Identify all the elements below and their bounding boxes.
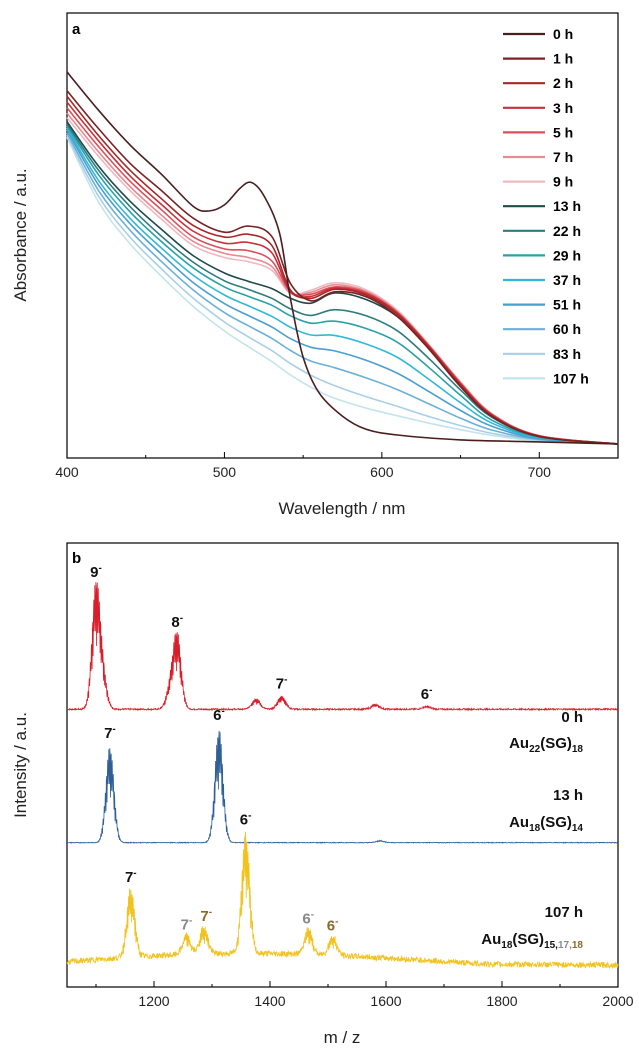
trace-107h: 7- 7- 7- 6- 6- 6- 107 h Au18(SG)15,17,18	[66, 810, 619, 970]
series-line-2h	[66, 95, 619, 445]
series-line-51h	[66, 129, 619, 445]
panel-b-frame	[66, 542, 619, 988]
legend-label: 7 h	[553, 149, 573, 165]
trace-formula-label: Au22(SG)18	[509, 735, 583, 755]
peak-charge-label: 8-	[171, 613, 183, 631]
trace-time-label: 0 h	[561, 709, 583, 726]
peak-charge-label: 6-	[240, 810, 252, 828]
spectrum-line	[66, 831, 619, 970]
trace-time-label: 107 h	[545, 904, 583, 921]
panel-b-x-tick-label: 2000	[602, 993, 633, 1009]
legend-label: 2 h	[553, 75, 573, 91]
panel-b-x-tick-label: 1600	[370, 993, 401, 1009]
legend-label: 60 h	[553, 321, 581, 337]
panel-b-x-tick-label: 1800	[486, 993, 517, 1009]
panel-a-letter: a	[72, 21, 81, 38]
peak-charge-label: 7-	[181, 915, 193, 933]
panel-b-x-tick-label: 1400	[254, 993, 285, 1009]
panel-a-x-tick-label: 400	[55, 464, 79, 480]
series-line-107h	[66, 136, 619, 445]
peak-charge-label: 6-	[302, 909, 314, 927]
peak-charge-label: 6-	[213, 706, 225, 724]
series-line-1h	[66, 90, 619, 445]
series-line-22h	[66, 123, 619, 445]
peak-charge-label: 7-	[104, 724, 116, 742]
panel-b-x-axis-title: m / z	[324, 1028, 361, 1047]
panel-a-x-tick-label: 500	[213, 464, 237, 480]
trace-formula-label: Au18(SG)15,17,18	[481, 931, 583, 951]
series-line-0h	[66, 71, 619, 445]
legend-label: 51 h	[553, 297, 581, 313]
panel-a-legend: 0 h 1 h 2 h 3 h 5 h 7 h 9 h 13 h 22 h 29 h 37 h 51 …	[503, 26, 589, 386]
trace-0h: 9- 8- 7- 6- 0 h Au22(SG)18	[66, 563, 619, 755]
legend-label: 9 h	[553, 174, 573, 190]
legend-label: 5 h	[553, 124, 573, 140]
panel-a-x-tick-label: 700	[528, 464, 552, 480]
peak-charge-label: 6-	[421, 685, 433, 703]
legend-label: 1 h	[553, 51, 573, 67]
trace-13h: 7- 6- 13 h Au18(SG)14	[66, 706, 618, 844]
panel-b-y-axis-title: Intensity / a.u.	[11, 712, 30, 818]
legend-label: 107 h	[553, 370, 589, 386]
peak-charge-label: 7-	[125, 868, 137, 886]
legend-label: 3 h	[553, 100, 573, 116]
legend-label: 29 h	[553, 247, 581, 263]
series-line-29h	[66, 125, 619, 445]
series-line-83h	[66, 134, 619, 445]
legend-label: 37 h	[553, 272, 581, 288]
legend-label: 0 h	[553, 26, 573, 42]
panel-a-frame	[66, 12, 619, 459]
panel-a-curves	[66, 71, 619, 445]
peak-charge-label: 9-	[90, 563, 102, 581]
peak-charge-label: 6-	[327, 916, 339, 934]
legend-label: 83 h	[553, 346, 581, 362]
trace-time-label: 13 h	[553, 787, 583, 804]
series-line-3h	[66, 101, 619, 445]
peak-charge-label: 7-	[200, 907, 212, 925]
trace-formula-label: Au18(SG)14	[509, 814, 583, 834]
series-line-60h	[66, 132, 619, 445]
panel-b-mass-spectrum-chart: b 9- 8- 7- 6- 0 h Au22(SG)18 7- 6- 13 h Au18(SG)1…	[11, 542, 634, 1047]
spectrum-line	[66, 730, 618, 844]
series-line-5h	[66, 107, 619, 445]
legend-label: 22 h	[553, 223, 581, 239]
panel-a-x-axis-title: Wavelength / nm	[279, 499, 406, 518]
panel-a-x-tick-label: 600	[370, 464, 394, 480]
panel-b-letter: b	[72, 550, 81, 567]
panel-a-absorbance-chart: a 400 500 600 700 0 h 1 h 2 h 3 h 5 h 7 h 9 h 13 h…	[11, 12, 619, 518]
panel-b-x-axis: 1200 1400 1600 1800 2000	[95, 981, 634, 1009]
spectrum-line	[66, 581, 619, 712]
peak-charge-label: 7-	[276, 674, 288, 692]
panel-b-x-tick-label: 1200	[138, 993, 169, 1009]
panel-a-y-axis-title: Absorbance / a.u.	[11, 168, 30, 301]
legend-label: 13 h	[553, 198, 581, 214]
series-line-37h	[66, 127, 619, 445]
panel-a-x-axis: 400 500 600 700	[55, 452, 551, 480]
